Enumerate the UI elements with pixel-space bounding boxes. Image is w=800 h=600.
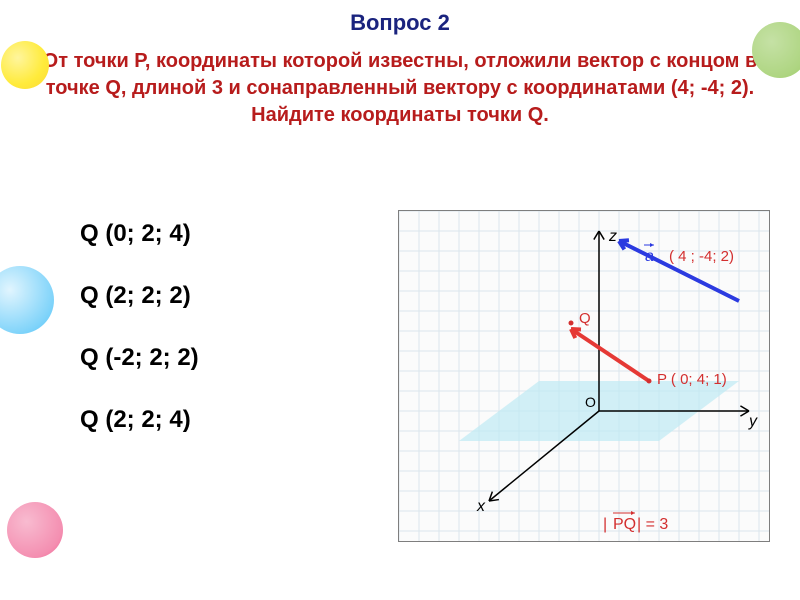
svg-text:x: x <box>476 498 486 515</box>
svg-text:( 4 ; -4; 2): ( 4 ; -4; 2) <box>669 248 734 265</box>
diagram-svg: z y x Oa ( 4 ; -4; 2) Q P ( 0; 4; 1) | PQ| = 3 <box>399 211 769 541</box>
svg-text:O: O <box>585 394 596 410</box>
bubble <box>752 22 800 78</box>
coordinate-diagram: z y x Oa ( 4 ; -4; 2) Q P ( 0; 4; 1) | PQ| = 3 <box>398 210 770 542</box>
svg-text:|: | <box>603 516 607 533</box>
answer-option[interactable]: Q (0; 2; 4) <box>80 220 199 248</box>
svg-text:y: y <box>748 413 758 430</box>
answer-options: Q (0; 2; 4) Q (2; 2; 2) Q (-2; 2; 2) Q (2; … <box>80 220 199 468</box>
bubble <box>0 266 54 334</box>
bubble <box>7 502 63 558</box>
answer-option[interactable]: Q (2; 2; 4) <box>80 406 199 434</box>
svg-text:z: z <box>608 228 617 245</box>
problem-statement: От точки Р, координаты которой известны,… <box>24 48 776 129</box>
svg-text:P ( 0; 4; 1): P ( 0; 4; 1) <box>657 371 727 388</box>
svg-text:Q: Q <box>579 310 591 327</box>
svg-text:a: a <box>645 248 654 265</box>
question-title: Вопрос 2 <box>0 10 800 36</box>
answer-option[interactable]: Q (-2; 2; 2) <box>80 344 199 372</box>
answer-option[interactable]: Q (2; 2; 2) <box>80 282 199 310</box>
bubble <box>1 41 49 89</box>
svg-text:| = 3: | = 3 <box>637 516 668 533</box>
svg-text:PQ: PQ <box>613 516 636 533</box>
